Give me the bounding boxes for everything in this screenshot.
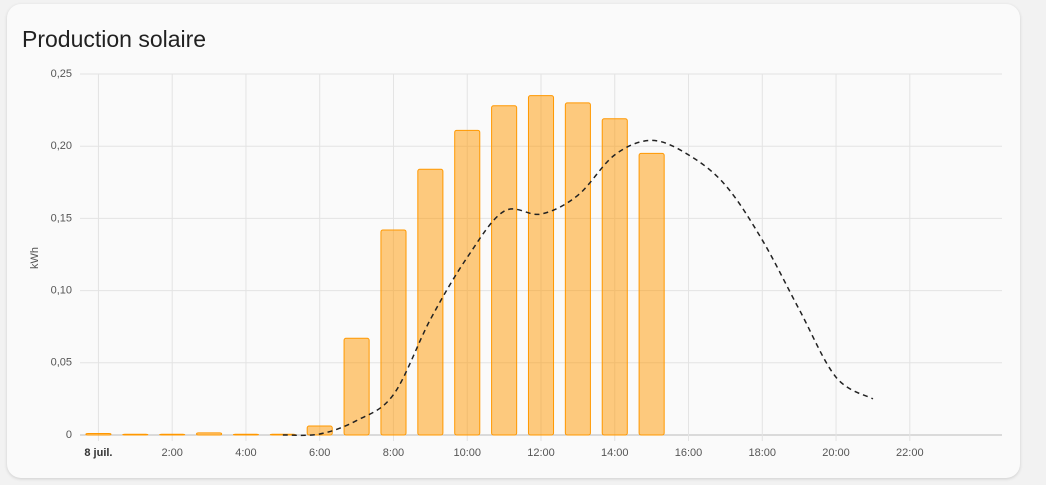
bar [417,168,444,436]
x-tick-label: 14:00 [601,447,629,459]
y-tick-label: 0,05 [51,357,72,369]
x-tick-label: 10:00 [453,447,481,459]
bar [85,433,112,436]
y-axis-label: kWh [29,247,41,269]
chart: kWh 0 0,05 0,10 0,15 0,20 0,25 8 juil. 2:00 4:00… [29,68,1002,459]
bar [159,433,186,436]
x-tick-label: 18:00 [749,447,777,459]
y-tick-label: 0 [66,429,72,441]
card: Production solaire kWh 0 0,05 0,10 0,15 0,20… [7,4,1020,478]
bar [491,105,518,436]
x-tick-label: 22:00 [896,447,924,459]
bar [380,229,407,436]
x-tick-label: 8:00 [383,447,404,459]
bar [638,152,665,436]
y-tick-label: 0,15 [51,212,72,224]
forecast-line [282,139,874,437]
bar [122,433,149,436]
y-tick-label: 0,10 [51,285,72,297]
bar [601,118,628,436]
x-tick-label: 20:00 [822,447,850,459]
bar [196,432,223,436]
bar [564,102,591,436]
bar [454,129,481,436]
x-tick-label: 6:00 [309,447,330,459]
bar [232,433,259,436]
bar [343,337,370,436]
x-tick-label: 8 juil. [84,447,112,459]
y-tick-label: 0,25 [51,68,72,80]
y-tick-label: 0,20 [51,140,72,152]
x-tick-label: 16:00 [675,447,703,459]
bar [527,95,555,436]
bar [306,425,333,436]
x-tick-label: 4:00 [235,447,256,459]
x-tick-label: 12:00 [527,447,555,459]
card-title: Production solaire [22,26,207,52]
x-tick-label: 2:00 [161,447,182,459]
